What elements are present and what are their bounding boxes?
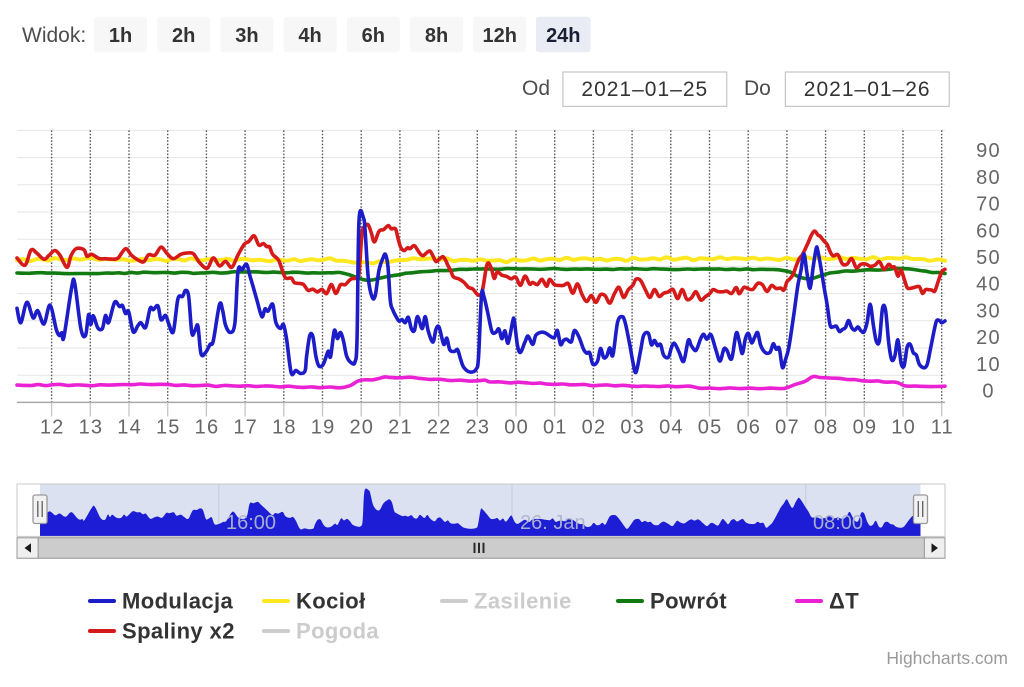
- svg-text:16: 16: [195, 417, 220, 439]
- svg-text:11: 11: [931, 417, 954, 439]
- svg-text:Kocioł: Kocioł: [296, 589, 366, 614]
- svg-text:14: 14: [117, 417, 142, 439]
- svg-text:12h: 12h: [482, 25, 516, 47]
- svg-text:02: 02: [582, 417, 607, 439]
- svg-text:2021–01–25: 2021–01–25: [581, 78, 708, 101]
- svg-text:ΔT: ΔT: [829, 589, 859, 614]
- svg-text:00: 00: [504, 417, 529, 439]
- svg-text:2021–01–26: 2021–01–26: [804, 78, 931, 101]
- svg-text:Do: Do: [744, 77, 771, 100]
- svg-text:70: 70: [976, 194, 1001, 216]
- svg-text:03: 03: [620, 417, 645, 439]
- svg-text:19: 19: [311, 417, 336, 439]
- svg-text:30: 30: [976, 300, 1001, 322]
- svg-text:Spaliny x2: Spaliny x2: [122, 619, 235, 644]
- svg-text:Zasilenie: Zasilenie: [474, 589, 572, 614]
- svg-text:8h: 8h: [425, 25, 448, 47]
- svg-text:18: 18: [272, 417, 297, 439]
- svg-text:90: 90: [976, 140, 1001, 162]
- svg-text:06: 06: [736, 417, 761, 439]
- svg-text:Modulacja: Modulacja: [122, 589, 234, 614]
- svg-text:4h: 4h: [298, 25, 321, 47]
- svg-text:08:00: 08:00: [813, 512, 863, 534]
- svg-text:50: 50: [976, 247, 1001, 269]
- svg-text:12: 12: [40, 417, 65, 439]
- svg-text:40: 40: [976, 274, 1001, 296]
- svg-text:13: 13: [79, 417, 104, 439]
- svg-text:15: 15: [156, 417, 181, 439]
- svg-text:1h: 1h: [109, 25, 132, 47]
- svg-text:10: 10: [976, 354, 1001, 376]
- svg-text:09: 09: [853, 417, 878, 439]
- svg-text:2h: 2h: [172, 25, 195, 47]
- svg-text:Highcharts.com: Highcharts.com: [886, 648, 1008, 668]
- svg-text:23: 23: [466, 417, 491, 439]
- svg-text:20: 20: [349, 417, 374, 439]
- svg-text:0: 0: [982, 381, 994, 403]
- svg-text:10: 10: [891, 417, 916, 439]
- svg-text:22: 22: [427, 417, 452, 439]
- svg-text:Pogoda: Pogoda: [296, 619, 379, 644]
- svg-text:16:00: 16:00: [226, 512, 276, 534]
- svg-text:Od: Od: [522, 77, 550, 100]
- svg-text:Widok:: Widok:: [22, 24, 86, 47]
- svg-text:20: 20: [976, 327, 1001, 349]
- svg-text:17: 17: [233, 417, 258, 439]
- svg-text:07: 07: [775, 417, 800, 439]
- svg-text:6h: 6h: [362, 25, 385, 47]
- svg-text:Powrót: Powrót: [650, 589, 727, 614]
- svg-text:26. Jan: 26. Jan: [520, 512, 586, 534]
- svg-text:01: 01: [543, 417, 568, 439]
- svg-text:60: 60: [976, 220, 1001, 242]
- svg-text:05: 05: [698, 417, 723, 439]
- svg-text:04: 04: [659, 417, 684, 439]
- svg-text:21: 21: [388, 417, 413, 439]
- svg-text:08: 08: [814, 417, 839, 439]
- svg-text:80: 80: [976, 167, 1001, 189]
- svg-text:24h: 24h: [546, 25, 580, 47]
- svg-text:3h: 3h: [235, 25, 258, 47]
